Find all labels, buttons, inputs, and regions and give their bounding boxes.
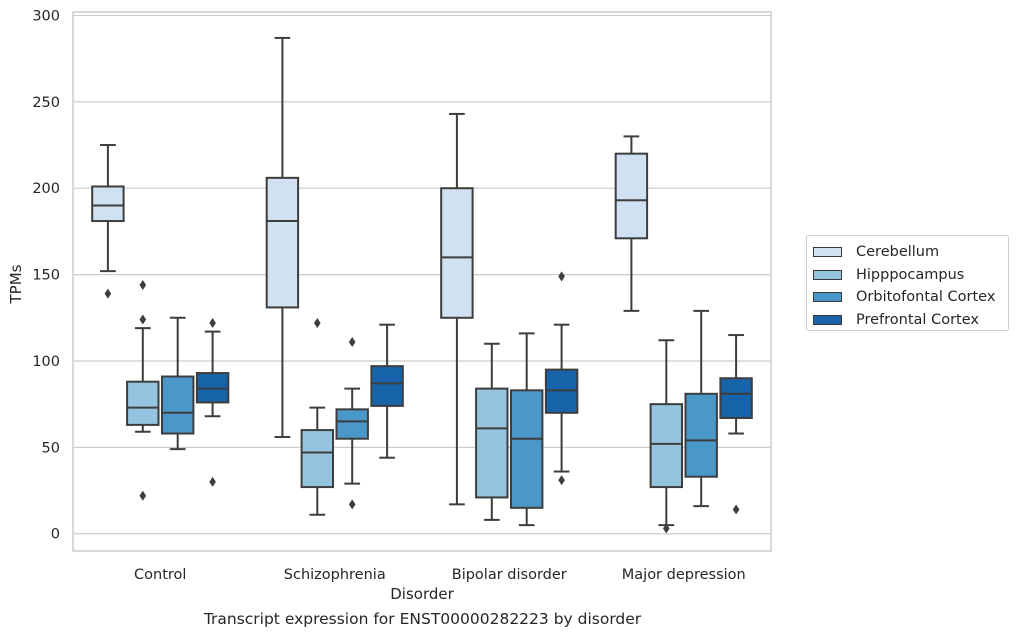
box-prefrontal-cortex (370, 323, 404, 459)
plot-area-frame (72, 11, 772, 552)
box-orbitofontal-cortex (160, 316, 195, 451)
iqr-box (649, 403, 684, 489)
box-cerebellum (265, 36, 300, 438)
iqr-box (684, 392, 718, 478)
y-tick-label: 0 (51, 527, 60, 543)
x-axis-label: Disorder (390, 585, 454, 603)
y-tick-label: 100 (32, 354, 60, 370)
outlier-marker (348, 336, 356, 347)
box-prefrontal-cortex (195, 317, 230, 487)
box-hipppocampus (300, 317, 335, 516)
outlier-marker (209, 476, 216, 487)
box-hipppocampus (649, 339, 684, 534)
legend: Cerebellum Hipppocampus Orbitofontal Corte… (806, 235, 1009, 331)
y-tick-label: 200 (32, 181, 60, 197)
y-tick-label: 150 (32, 268, 60, 284)
legend-item: Cerebellum (813, 241, 1008, 264)
outlier-marker (209, 317, 216, 328)
legend-item: Prefrontal Cortex (813, 309, 1008, 332)
outlier-marker (558, 475, 565, 486)
outlier-marker (139, 490, 147, 501)
iqr-box (160, 375, 195, 435)
outlier-marker (348, 499, 356, 510)
iqr-box (370, 365, 404, 407)
iqr-box (719, 377, 753, 419)
legend-item: Hipppocampus (813, 264, 1008, 287)
box-hipppocampus (126, 279, 160, 501)
box-orbitofontal-cortex (335, 336, 369, 510)
legend-swatch (813, 269, 842, 280)
x-tick-label: Schizophrenia (284, 567, 386, 583)
y-axis-label: TPMs (7, 264, 25, 304)
y-tick-label: 300 (32, 8, 60, 24)
chart-caption: Transcript expression for ENST0000028222… (203, 610, 642, 628)
outlier-marker (663, 523, 670, 534)
iqr-box (475, 387, 509, 499)
outlier-marker (558, 271, 565, 282)
legend-label: Orbitofontal Cortex (856, 289, 996, 306)
outlier-marker (732, 504, 740, 515)
x-tick-label: Bipolar disorder (452, 567, 567, 583)
y-tick-label: 50 (42, 440, 60, 456)
legend-swatch (813, 247, 842, 258)
box-hipppocampus (475, 342, 509, 521)
legend-label: Prefrontal Cortex (856, 311, 979, 328)
iqr-box (614, 152, 649, 240)
iqr-box (335, 408, 369, 440)
legend-swatch (813, 314, 842, 325)
box-prefrontal-cortex (544, 271, 579, 486)
box-cerebellum (440, 112, 474, 506)
x-axis-ticks: Control Schizophrenia Bipolar disorder Majo… (134, 567, 746, 583)
iqr-box (509, 389, 544, 509)
legend-label: Hipppocampus (856, 266, 965, 283)
y-tick-label: 250 (32, 95, 60, 111)
y-axis-ticks: 0 50 100 150 200 250 300 (32, 8, 60, 542)
x-tick-label: Major depression (622, 567, 746, 583)
box-orbitofontal-cortex (509, 332, 544, 527)
legend-label: Cerebellum (856, 244, 940, 261)
outlier-marker (139, 314, 147, 325)
box-cerebellum (91, 144, 125, 299)
iqr-box (265, 176, 300, 309)
box-prefrontal-cortex (719, 334, 753, 515)
boxes (91, 36, 753, 534)
box-cerebellum (614, 135, 649, 312)
iqr-box (91, 185, 125, 223)
outlier-marker (104, 288, 112, 299)
iqr-box (440, 187, 474, 319)
x-tick-label: Control (134, 567, 186, 583)
iqr-box (126, 380, 160, 426)
iqr-box (300, 429, 335, 489)
legend-item: Orbitofontal Cortex (813, 286, 1008, 309)
outlier-marker (139, 279, 147, 290)
legend-swatch (813, 292, 842, 303)
grid-lines (73, 14, 771, 535)
box-orbitofontal-cortex (684, 309, 718, 508)
outlier-marker (314, 317, 321, 328)
